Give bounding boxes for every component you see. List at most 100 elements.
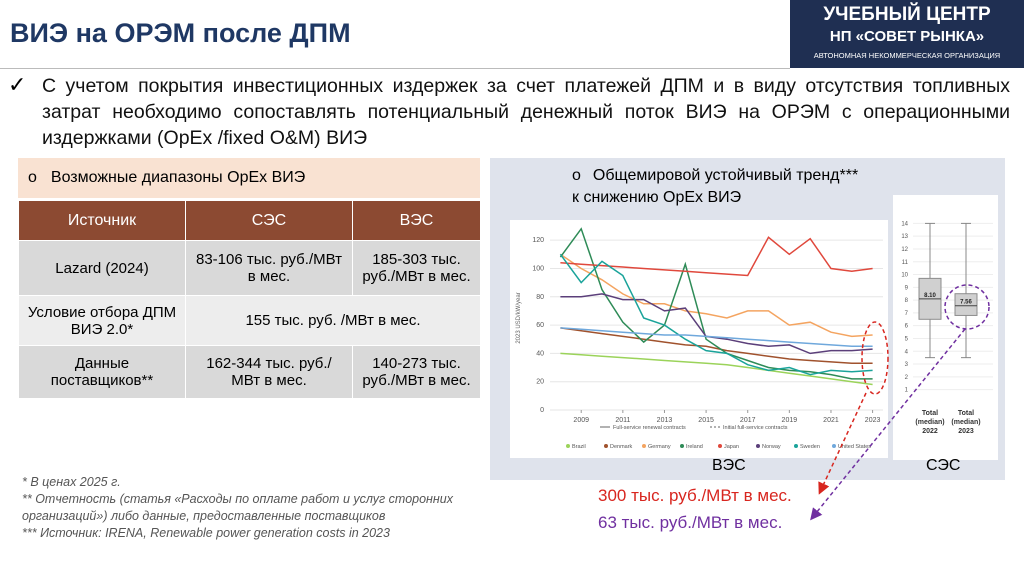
footnote: *** Источник: IRENA, Renewable power gen… — [22, 526, 390, 540]
series-line — [559, 253, 873, 338]
legend-label: Ireland — [686, 444, 703, 450]
table-caption-box: o Возможные диапазоны OpEx ВИЭ — [18, 158, 480, 198]
legend-label: Japan — [724, 444, 739, 450]
cell: 162-344 тыс. руб./МВт в мес. — [185, 345, 353, 399]
logo: УЧЕБНЫЙ ЦЕНТР НП «СОВЕТ РЫНКА» АВТОНОМНА… — [790, 0, 1024, 68]
legend-swatch — [718, 444, 722, 448]
legend-label: United States — [838, 444, 871, 450]
caption-line: Общемировой устойчивый тренд*** — [592, 167, 859, 184]
slide-title: ВИЭ на ОРЭМ после ДПМ — [10, 18, 351, 48]
cell: 83-106 тыс. руб./МВт в мес. — [185, 240, 353, 296]
y-tick-label: 7 — [905, 311, 909, 317]
y-tick-label: 5 — [905, 336, 909, 342]
y-tick-label: 3 — [905, 362, 909, 368]
median-label: 7.56 — [960, 300, 972, 306]
legend-swatch — [794, 444, 798, 448]
y-tick-label: 8 — [905, 298, 909, 304]
y-tick-label: 13 — [901, 234, 908, 240]
series-line — [560, 236, 873, 277]
series-line — [560, 352, 873, 386]
wind-label: ВЭС — [712, 457, 746, 474]
wind-estimate: 300 тыс. руб./МВт в мес. — [598, 486, 792, 505]
intro-text: С учетом покрытия инвестиционных издерже… — [42, 75, 1010, 149]
x-tick-label: 2021 — [823, 417, 839, 424]
x-tick-label: 2009 — [573, 417, 589, 424]
opex-table: Источник СЭС ВЭС Lazard (2024) 83-106 ты… — [18, 200, 481, 399]
cell: 140-273 тыс. руб./МВт в мес. — [352, 345, 481, 399]
cell: 155 тыс. руб. /МВт в мес. — [185, 295, 481, 346]
check-icon: ✓ — [8, 72, 27, 97]
y-tick-label: 10 — [901, 273, 908, 279]
cell: Lazard (2024) — [18, 240, 186, 296]
logo-line: УЧЕБНЫЙ ЦЕНТР — [823, 4, 991, 25]
logo-line: НП «СОВЕТ РЫНКА» — [829, 28, 985, 45]
solar-chart-box: 1 2 3 4 5 6 7 8 9 10 11 12 13 14 8.10 7.56 Total (media… — [893, 195, 998, 460]
legend-swatch — [604, 444, 608, 448]
footnotes: * В ценах 2025 г. ** Отчетность (статья … — [22, 474, 522, 542]
legend-label: Brazil — [572, 444, 586, 450]
y-tick-label: 12 — [901, 247, 908, 253]
solar-label: СЭС — [926, 457, 961, 474]
y-tick-label: 9 — [905, 285, 909, 291]
trend-caption: o Общемировой устойчивый тренд*** к сниже… — [572, 165, 858, 209]
legend-label: Norway — [762, 444, 781, 450]
cell: Условие отбора ДПМ ВИЭ 2.0* — [18, 295, 186, 346]
median-label: 8.10 — [924, 293, 936, 299]
x-tick-label: 2015 — [698, 417, 714, 424]
category-label: Total (median) 2023 — [951, 410, 981, 435]
legend-label: Full-service renewal contracts — [613, 425, 686, 431]
bullet: o — [572, 167, 581, 184]
caption-line: к снижению OpEx ВИЭ — [572, 189, 742, 206]
header-rule — [0, 68, 790, 69]
column-header: Источник — [18, 200, 186, 241]
y-tick-label: 80 — [536, 294, 544, 301]
legend-label: Initial full-service contracts — [723, 425, 788, 431]
solar-estimate: 63 тыс. руб./МВт в мес. — [598, 513, 783, 532]
footnote: * В ценах 2025 г. — [22, 475, 121, 489]
y-tick-label: 2 — [905, 375, 909, 381]
column-header: СЭС — [185, 200, 353, 241]
y-tick-label: 1 — [905, 388, 909, 394]
legend-swatch — [756, 444, 760, 448]
y-tick-label: 14 — [901, 221, 908, 227]
y-tick-label: 20 — [536, 379, 544, 386]
logo-line: АВТОНОМНАЯ НЕКОММЕРЧЕСКАЯ ОРГАНИЗАЦИЯ — [813, 51, 1001, 60]
y-axis-title: 2023 USD/kW/year — [516, 292, 522, 343]
legend-label: Denmark — [610, 444, 633, 450]
legend-swatch — [642, 444, 646, 448]
table-row: Условие отбора ДПМ ВИЭ 2.0* 155 тыс. руб… — [18, 295, 481, 346]
legend-swatch — [566, 444, 570, 448]
cell: Данные поставщиков** — [18, 345, 186, 399]
footnote: ** Отчетность (статья «Расходы по оплате… — [22, 492, 454, 523]
y-tick-label: 6 — [905, 324, 909, 330]
category-label: Total (median) 2022 — [915, 410, 945, 435]
y-tick-label: 120 — [532, 237, 544, 244]
table-caption: Возможные диапазоны OpEx ВИЭ — [50, 169, 306, 186]
cell: 185-303 тыс. руб./МВт в мес. — [352, 240, 481, 296]
y-tick-label: 0 — [540, 407, 544, 414]
table-header: Источник СЭС ВЭС — [18, 200, 481, 241]
table-row: Lazard (2024) 83-106 тыс. руб./МВт в мес… — [18, 240, 481, 296]
y-tick-label: 40 — [536, 350, 544, 357]
column-header: ВЭС — [352, 200, 481, 241]
series-line — [560, 327, 873, 348]
legend-swatch — [680, 444, 684, 448]
x-tick-label: 2019 — [782, 417, 798, 424]
table-row: Данные поставщиков** 162-344 тыс. руб./М… — [18, 345, 481, 399]
bullet: o — [28, 169, 37, 186]
x-tick-label: 2017 — [740, 417, 756, 424]
y-tick-label: 4 — [905, 349, 909, 355]
y-tick-label: 100 — [532, 265, 544, 272]
y-tick-label: 60 — [536, 322, 544, 329]
x-tick-label: 2013 — [657, 417, 673, 424]
y-tick-label: 11 — [902, 260, 909, 266]
legend-swatch — [832, 444, 836, 448]
legend-label: Sweden — [800, 444, 820, 450]
legend-label: Germany — [648, 444, 671, 450]
wind-chart: 2023 USD/kW/year 0 20 40 60 80 100 120 2009 2011 2… — [510, 220, 888, 458]
x-tick-label: 2011 — [615, 417, 630, 424]
x-tick-label: 2023 — [865, 417, 881, 424]
